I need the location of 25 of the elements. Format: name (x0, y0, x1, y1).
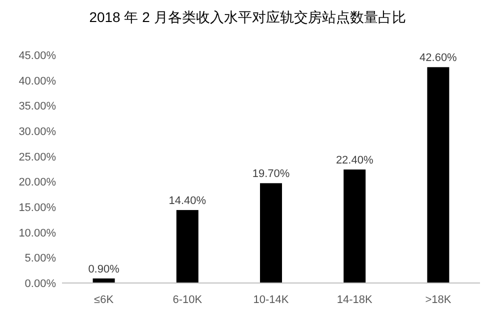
data-label: 42.60% (420, 52, 458, 64)
chart-title: 2018 年 2 月各类收入水平对应轨交房站点数量占比 (89, 9, 406, 25)
y-tick-label: 30.00% (18, 126, 56, 138)
x-tick-label: >18K (425, 294, 452, 306)
y-tick-label: 20.00% (18, 176, 56, 189)
data-label: 22.40% (336, 154, 374, 167)
data-label: 0.90% (88, 263, 120, 276)
y-tick-label: 35.00% (18, 100, 56, 113)
x-tick-label: 6-10K (172, 294, 203, 306)
x-tick-label: 14-18K (336, 294, 373, 306)
y-tick-label: 0.00% (24, 278, 56, 290)
y-tick-label: 45.00% (18, 50, 56, 62)
data-label: 19.70% (252, 168, 290, 180)
y-tick-label: 40.00% (18, 75, 56, 88)
bar (176, 210, 198, 283)
bar (260, 183, 282, 283)
bar (344, 170, 366, 283)
y-tick-label: 5.00% (24, 252, 56, 265)
y-tick-label: 15.00% (18, 202, 56, 214)
x-tick-label: 10-14K (253, 294, 290, 306)
y-tick-label: 25.00% (18, 151, 56, 164)
bar (427, 67, 450, 283)
y-tick-label: 10.00% (18, 227, 56, 240)
data-label: 14.40% (168, 195, 206, 208)
x-tick-label: ≤6K (94, 294, 114, 306)
